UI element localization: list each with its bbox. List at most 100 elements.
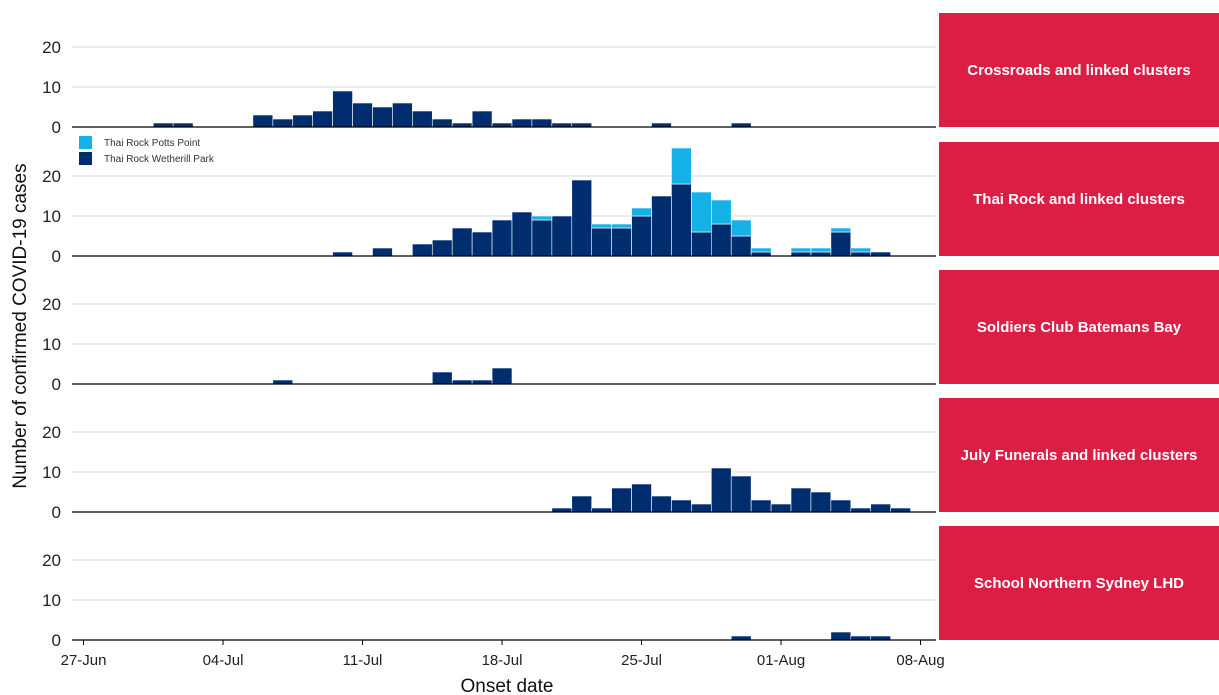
bar-thai-rock-wetherill-park: [631, 215, 652, 257]
y-tick-label: 20: [42, 551, 61, 570]
bar-thai-rock-wetherill-park: [710, 223, 732, 257]
bar-cases: [531, 118, 553, 128]
bar-cases: [491, 367, 513, 385]
x-tick-label: 27-Jun: [61, 652, 107, 669]
bar-thai-rock-wetherill-park: [531, 219, 553, 257]
bar-cases: [710, 467, 732, 513]
bar-thai-rock-wetherill-park: [571, 179, 593, 257]
bar-thai-rock-potts-point: [790, 247, 812, 253]
x-tick-label: 08-Aug: [896, 652, 944, 669]
y-tick-label: 20: [42, 167, 61, 186]
legend-label: Thai Rock Potts Point: [104, 138, 200, 149]
bar-thai-rock-wetherill-park: [691, 231, 712, 257]
bar-thai-rock-wetherill-park: [611, 227, 632, 257]
x-tick-label: 25-Jul: [621, 652, 662, 669]
bar-thai-rock-wetherill-park: [671, 183, 692, 257]
bar-thai-rock-wetherill-park: [730, 235, 752, 257]
bar-thai-rock-wetherill-park: [830, 231, 852, 257]
bar-cases: [471, 110, 493, 128]
panel-strip: [939, 142, 1219, 256]
panel-strip: [939, 13, 1219, 127]
x-axis: 27-Jun 04-Jul 11-Jul 18-Jul 25-Jul 01-Aug 08-A…: [61, 640, 945, 669]
bar-cases: [431, 118, 453, 128]
bar-cases: [272, 118, 294, 128]
bar-cases: [830, 499, 852, 513]
panel-1: 0 10 20 Crossroads and linked clusters: [42, 13, 1219, 137]
panel-5: 0 10 20 School Northern Sydney LHD: [42, 526, 1219, 650]
panel-strip: [939, 270, 1219, 384]
bar-thai-rock-potts-point: [730, 219, 752, 237]
bar-thai-rock-wetherill-park: [591, 227, 612, 257]
bar-thai-rock-potts-point: [750, 247, 772, 253]
x-tick-label: 18-Jul: [482, 652, 523, 669]
bar-cases: [352, 102, 373, 128]
y-tick-label: 10: [42, 335, 61, 354]
bar-thai-rock-wetherill-park: [511, 211, 533, 257]
bar-thai-rock-wetherill-park: [451, 227, 473, 257]
bar-cases: [770, 503, 792, 513]
bar-thai-rock-wetherill-park: [491, 219, 513, 257]
y-tick-label: 0: [52, 375, 61, 394]
y-tick-label: 20: [42, 295, 61, 314]
bar-cases: [372, 106, 393, 128]
bar-thai-rock-wetherill-park: [412, 243, 433, 257]
y-tick-label: 10: [42, 463, 61, 482]
x-tick-label: 04-Jul: [203, 652, 244, 669]
x-tick-label: 01-Aug: [757, 652, 805, 669]
bar-cases: [730, 475, 752, 513]
panel-strip-label: July Funerals and linked clusters: [961, 447, 1198, 464]
bar-cases: [691, 503, 712, 513]
legend-label: Thai Rock Wetherill Park: [104, 154, 215, 165]
panel-strip-label: School Northern Sydney LHD: [974, 575, 1184, 592]
bar-cases: [412, 110, 433, 128]
bar-cases: [292, 114, 313, 128]
panel-4: 0 10 20 July Funerals and linked clusters: [42, 398, 1219, 522]
bar-thai-rock-potts-point: [710, 199, 732, 225]
bar-cases: [611, 487, 632, 513]
y-tick-label: 0: [52, 247, 61, 266]
bar-thai-rock-potts-point: [671, 147, 692, 185]
bar-thai-rock-wetherill-park: [372, 247, 393, 257]
bar-thai-rock-potts-point: [591, 223, 612, 229]
bar-cases: [252, 114, 274, 128]
bar-cases: [431, 371, 453, 385]
panel-strip-label: Crossroads and linked clusters: [967, 62, 1190, 79]
panel-3: 0 10 20 Soldiers Club Batemans Bay: [42, 270, 1219, 394]
bar-cases: [810, 491, 832, 513]
bar-thai-rock-potts-point: [830, 227, 852, 233]
bar-cases: [571, 495, 593, 513]
y-tick-label: 10: [42, 207, 61, 226]
bar-cases: [830, 631, 852, 641]
bar-cases: [312, 110, 333, 128]
bar-thai-rock-wetherill-park: [551, 215, 573, 257]
bar-cases: [870, 503, 891, 513]
legend-swatch: [79, 136, 92, 149]
bar-thai-rock-wetherill-park: [471, 231, 493, 257]
bar-thai-rock-wetherill-park: [651, 195, 672, 257]
bar-thai-rock-potts-point: [850, 247, 872, 253]
bar-thai-rock-potts-point: [691, 191, 712, 233]
legend-swatch: [79, 152, 92, 165]
bar-cases: [511, 118, 533, 128]
panels-layer: 0 10 20 Crossroads and linked clusters 0 10 20…: [42, 13, 1219, 650]
y-tick-label: 20: [42, 38, 61, 57]
bar-thai-rock-potts-point: [631, 207, 652, 217]
y-tick-label: 10: [42, 591, 61, 610]
bar-cases: [332, 90, 353, 128]
panel-strip: [939, 526, 1219, 640]
bar-cases: [392, 102, 413, 128]
bar-thai-rock-potts-point: [531, 215, 553, 221]
y-axis-title: Number of confirmed COVID-19 cases: [10, 163, 31, 488]
y-tick-label: 10: [42, 78, 61, 97]
bar-thai-rock-potts-point: [611, 223, 632, 229]
y-tick-label: 0: [52, 503, 61, 522]
bar-cases: [750, 499, 772, 513]
x-axis-title: Onset date: [461, 676, 554, 695]
bar-cases: [631, 483, 652, 513]
panel-2: 0 10 20 Thai Rock and linked clusters: [42, 142, 1219, 266]
bar-cases: [671, 499, 692, 513]
x-tick-label: 11-Jul: [343, 652, 383, 669]
legend: Thai Rock Potts Point Thai Rock Wetherill…: [79, 136, 215, 165]
bar-thai-rock-potts-point: [810, 247, 832, 253]
